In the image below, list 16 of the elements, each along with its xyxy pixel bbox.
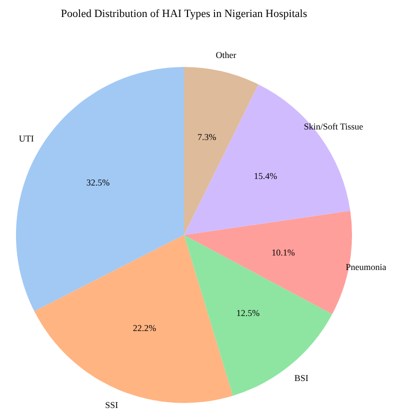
data-label: 22.2% [132,322,157,333]
data-label: 15.4% [254,170,278,181]
pie-slice [184,235,332,396]
slice-label: UTI [18,133,34,144]
pie-slice [34,235,233,403]
pie-slice [16,67,184,312]
slice-label: SSI [105,400,118,410]
data-label: 12.5% [236,308,260,318]
slice-label: Pneumonia [346,262,386,272]
data-label: 7.3% [198,132,217,142]
slice-label: Other [216,50,236,60]
slice-label: Skin/Soft Tissue [304,121,364,132]
chart-title: Pooled Distribution of HAI Types in Nigerian Hospitals [60,8,308,20]
data-label: 32.5% [86,177,110,188]
data-label: 10.1% [272,247,296,258]
slice-label: BSI [294,372,308,383]
